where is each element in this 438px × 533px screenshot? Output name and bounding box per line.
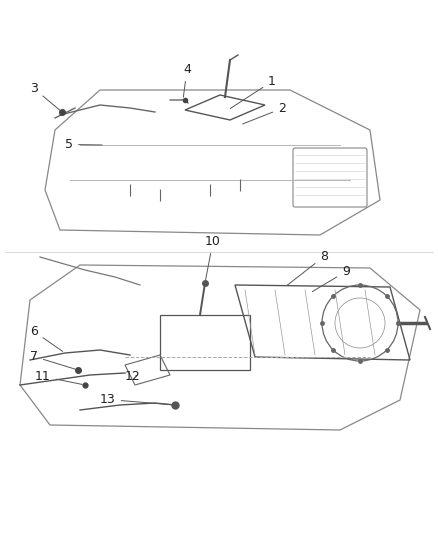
Text: 9: 9 — [312, 265, 350, 292]
Text: 2: 2 — [243, 102, 286, 124]
Text: 10: 10 — [205, 235, 221, 280]
Text: 7: 7 — [30, 350, 75, 369]
Text: 8: 8 — [287, 250, 328, 285]
Text: 3: 3 — [30, 82, 60, 110]
Text: 12: 12 — [125, 370, 141, 383]
Text: 11: 11 — [35, 370, 82, 384]
Text: 5: 5 — [65, 138, 102, 151]
Text: 13: 13 — [100, 393, 172, 406]
Text: 4: 4 — [183, 63, 191, 97]
Text: 6: 6 — [30, 325, 63, 351]
Text: 1: 1 — [230, 75, 276, 109]
